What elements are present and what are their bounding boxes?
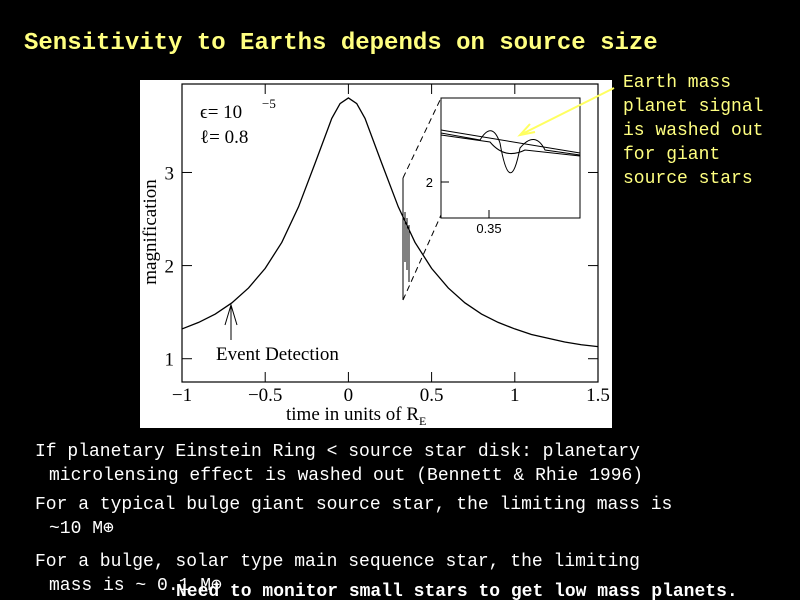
slide-title: Sensitivity to Earths depends on source … [24, 30, 658, 57]
bullet-text: For a typical bulge giant source star, t… [35, 495, 672, 515]
y-axis-label: magnification [140, 179, 161, 285]
annotation: ϵ= 10 [200, 102, 242, 123]
x-tick-label: 1 [510, 385, 520, 406]
bullet-text: ~10 M⊕ [49, 519, 114, 539]
side-note: source stars [623, 169, 753, 189]
x-tick-label: 1.5 [586, 385, 610, 406]
y-tick-label: 1 [165, 350, 175, 371]
x-tick-label: −1 [172, 385, 192, 406]
inset-x-tick-label: 0.35 [476, 221, 501, 236]
x-tick-label: −0.5 [248, 385, 282, 406]
annotation-exponent: −5 [262, 96, 276, 111]
zoom-guide [402, 97, 442, 301]
side-note: planet signal [623, 97, 763, 117]
x-tick-label: 0 [344, 385, 354, 406]
x-axis-label: time in units of RE [286, 404, 426, 428]
footer: Need to monitor small stars to get low m… [176, 582, 738, 600]
bullet-text: If planetary Einstein Ring < source star… [35, 442, 640, 462]
annotation: ℓ= 0.8 [200, 127, 248, 148]
note-arrow [517, 87, 615, 137]
side-note: Earth mass [623, 73, 731, 93]
bullet-text: For a bulge, solar type main sequence st… [35, 552, 640, 572]
inset-frame [440, 97, 581, 219]
planet-signal [402, 178, 410, 300]
plot-frame [181, 83, 599, 383]
side-note: for giant [623, 145, 720, 165]
x-tick-label: 0.5 [420, 385, 444, 406]
annotation: Event Detection [216, 344, 339, 365]
x-label-main: time in units of R [286, 404, 419, 425]
x-label-sub: E [419, 414, 426, 428]
side-note: is washed out [623, 121, 763, 141]
bullet-text: microlensing effect is washed out (Benne… [49, 466, 643, 486]
curve [181, 97, 599, 348]
y-tick-label: 3 [165, 163, 175, 184]
bullet-text: mass is ~ 0.1 M⊕ [49, 576, 222, 596]
arrow [224, 303, 238, 340]
text-body: Earth mass planet signal is washed out for … [35, 73, 763, 600]
inset-curves [440, 129, 581, 174]
inset-y-tick-label: 2 [426, 175, 433, 190]
y-tick-label: 2 [165, 257, 175, 278]
